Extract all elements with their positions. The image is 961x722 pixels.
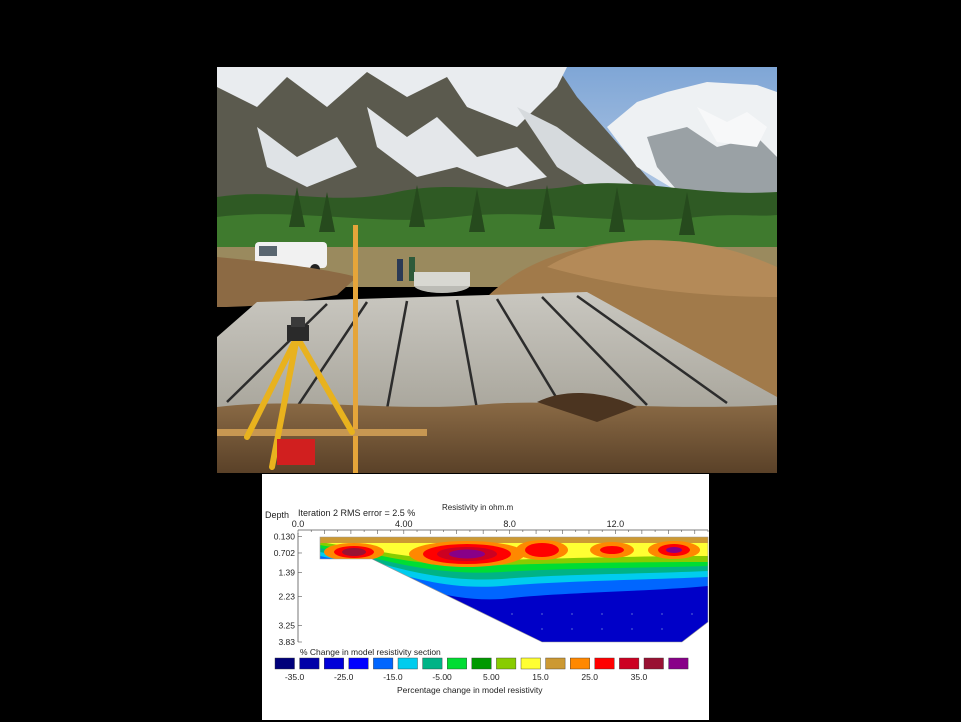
colorbar-swatch <box>520 657 541 670</box>
colorbar-swatch <box>545 657 566 670</box>
colorbar-swatch <box>619 657 640 670</box>
site-photo-illustration <box>217 67 777 473</box>
colorbar-label: 15.0 <box>532 672 549 682</box>
model-section <box>320 537 708 642</box>
colorbar-swatch <box>274 657 295 670</box>
depth-tick-label: 0.702 <box>274 548 296 558</box>
colorbar-swatch <box>570 657 590 670</box>
depth-tick-label: 3.25 <box>278 620 295 630</box>
colorbar-label: 25.0 <box>581 672 598 682</box>
colorbar-swatch <box>668 657 689 670</box>
depth-axis: 0.130 0.702 1.39 2.23 3.25 3.83 <box>274 532 302 647</box>
x-tick-label: 8.0 <box>503 519 516 529</box>
x-tick-label: 12.0 <box>607 519 625 529</box>
section-title: % Change in model resistivity section <box>300 647 441 657</box>
depth-tick-label: 0.130 <box>274 532 296 542</box>
resistivity-section-figure: Resistivity in ohm.m Depth Iteration 2 R… <box>265 503 709 695</box>
resistivity-section-panel: Resistivity in ohm.m Depth Iteration 2 R… <box>262 474 709 720</box>
colorbar-swatch <box>496 657 517 670</box>
depth-tick-label: 3.83 <box>278 637 295 647</box>
depth-tick-label: 2.23 <box>278 591 295 601</box>
colorbar-swatch <box>299 657 320 670</box>
colorbar-label: -35.0 <box>285 672 305 682</box>
colorbar-label: 35.0 <box>631 672 648 682</box>
colorbar-label: -5.00 <box>432 672 452 682</box>
colorbar-swatch <box>348 657 369 670</box>
site-photo <box>217 67 777 473</box>
x-tick-label: 4.00 <box>395 519 413 529</box>
colorbar-label: -15.0 <box>383 672 403 682</box>
x-axis: 0.0 4.00 8.0 12.0 <box>292 519 709 534</box>
colorbar-swatch <box>594 657 615 670</box>
colorbar-swatch <box>422 657 443 670</box>
colorbar-swatch <box>397 657 418 670</box>
colorbar-swatch <box>373 657 394 670</box>
colorbar-title: Percentage change in model resistivity <box>397 685 543 695</box>
colorbar: -35.0 -25.0 -15.0 -5.00 5.00 15.0 25.0 35.0 <box>274 657 689 682</box>
iteration-label: Iteration 2 RMS error = 2.5 % <box>298 508 415 518</box>
x-tick-label: 0.0 <box>292 519 305 529</box>
colorbar-swatch <box>446 657 467 670</box>
depth-tick-label: 1.39 <box>278 568 295 578</box>
depth-axis-label: Depth <box>265 510 289 520</box>
colorbar-swatch <box>643 657 664 670</box>
colorbar-swatch <box>471 657 492 670</box>
colorbar-label: -25.0 <box>334 672 354 682</box>
colorbar-label: 5.00 <box>483 672 500 682</box>
colorbar-swatch <box>324 657 344 670</box>
resistivity-title-fragment: Resistivity in ohm.m <box>442 503 513 512</box>
